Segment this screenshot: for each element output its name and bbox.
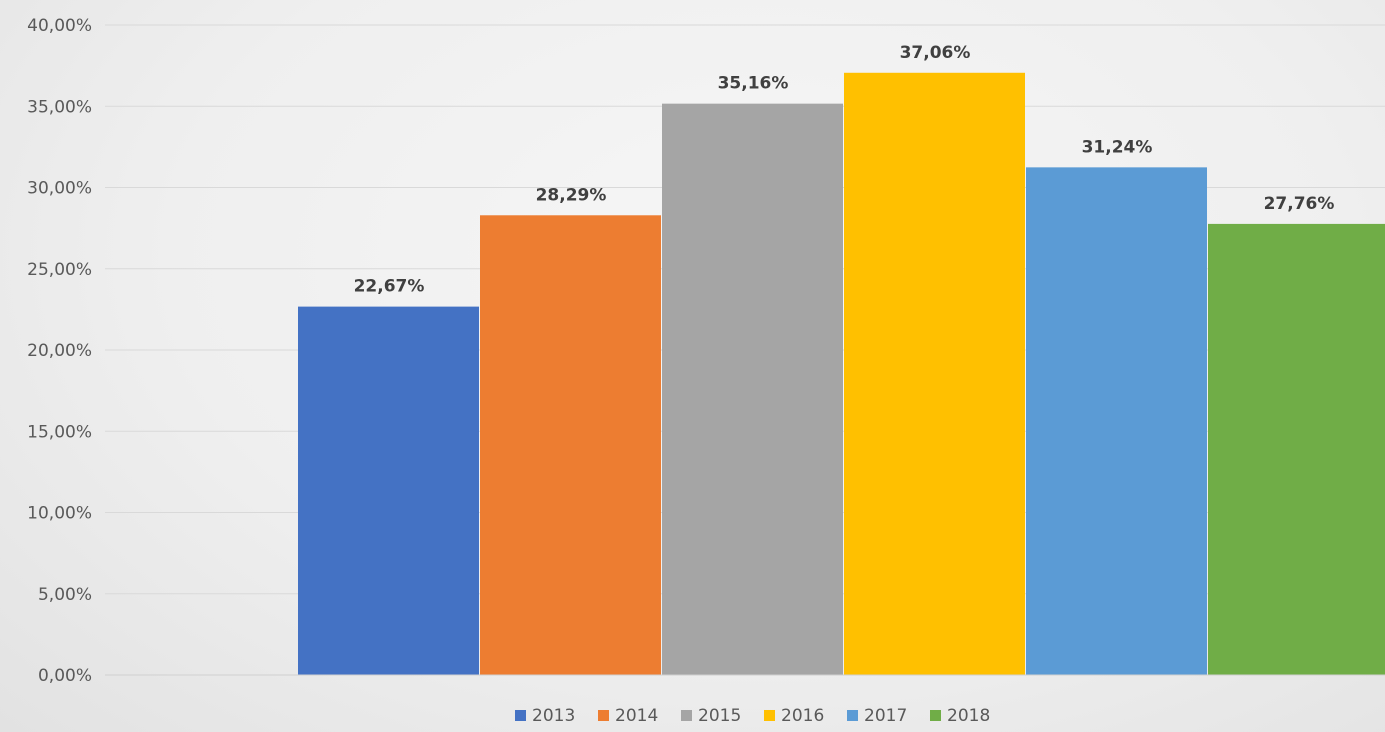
- data-labels: 22,67% 28,29% 35,16% 37,06% 31,24% 27,76%: [354, 43, 1335, 297]
- y-tick-label: 15,00%: [27, 422, 92, 442]
- data-label-2016: 37,06%: [900, 43, 971, 63]
- bar-2018: [1208, 223, 1385, 675]
- legend-swatch-2016: [764, 710, 775, 721]
- data-label-2017: 31,24%: [1082, 137, 1153, 157]
- legend-label-2017: 2017: [864, 706, 907, 726]
- legend-swatch-2018: [930, 710, 941, 721]
- bar-2013: [298, 306, 479, 675]
- legend: 2013 2014 2015 2016 2017 2018: [515, 706, 990, 726]
- bar-2017: [1026, 167, 1207, 675]
- legend-label-2013: 2013: [532, 706, 575, 726]
- data-label-2013: 22,67%: [354, 277, 425, 297]
- bar-2015: [662, 103, 843, 675]
- legend-swatch-2013: [515, 710, 526, 721]
- y-tick-label: 5,00%: [38, 585, 92, 605]
- legend-label-2018: 2018: [947, 706, 990, 726]
- legend-label-2015: 2015: [698, 706, 741, 726]
- data-label-2018: 27,76%: [1264, 194, 1335, 214]
- y-tick-label: 25,00%: [27, 260, 92, 280]
- data-label-2014: 28,29%: [536, 185, 607, 205]
- y-tick-label: 30,00%: [27, 179, 92, 199]
- legend-swatch-2015: [681, 710, 692, 721]
- y-tick-label: 10,00%: [27, 504, 92, 524]
- legend-label-2016: 2016: [781, 706, 824, 726]
- bars: [298, 72, 1385, 675]
- y-tick-label: 40,00%: [27, 16, 92, 36]
- bar-2014: [480, 215, 661, 675]
- y-tick-label: 35,00%: [27, 97, 92, 117]
- y-axis-tick-labels: 0,00% 5,00% 10,00% 15,00% 20,00% 25,00% 30,00%…: [27, 16, 92, 686]
- y-tick-label: 20,00%: [27, 341, 92, 361]
- legend-label-2014: 2014: [615, 706, 658, 726]
- legend-swatch-2014: [598, 710, 609, 721]
- legend-swatch-2017: [847, 710, 858, 721]
- data-label-2015: 35,16%: [718, 74, 789, 94]
- y-tick-label: 0,00%: [38, 666, 92, 686]
- bar-2016: [844, 72, 1025, 675]
